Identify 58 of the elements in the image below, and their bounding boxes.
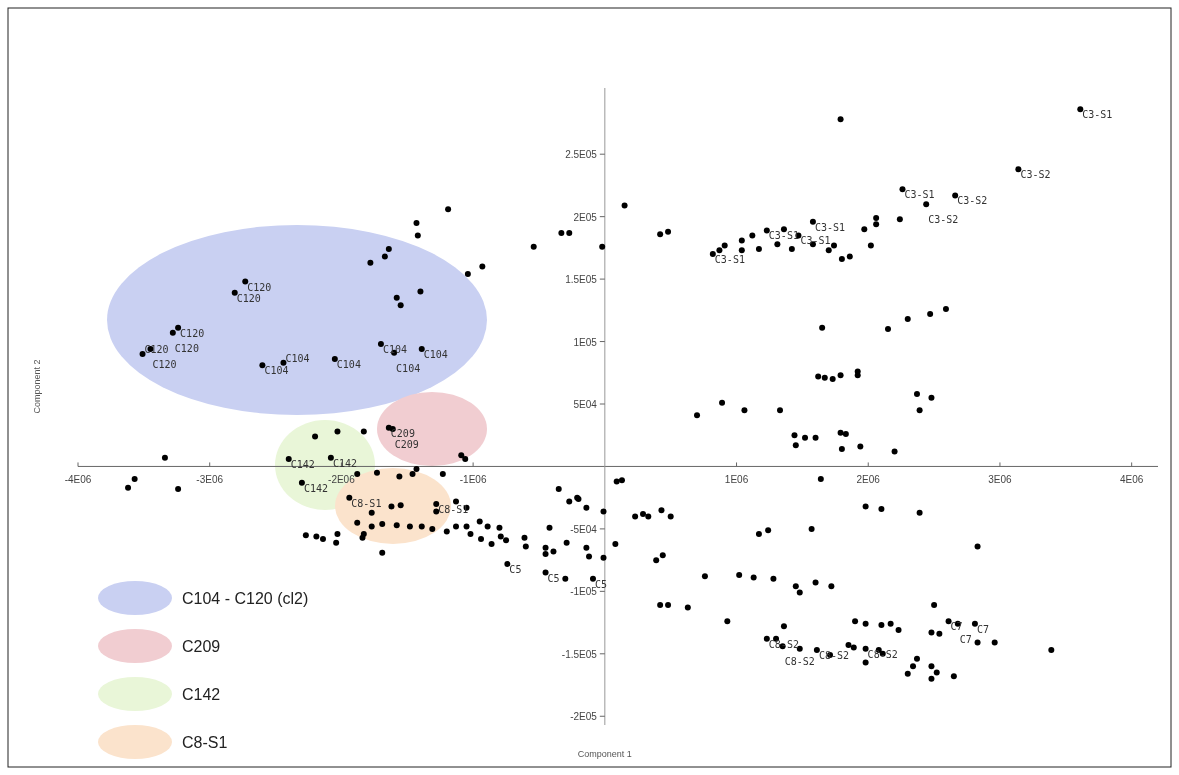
annotation: C3-S2 xyxy=(928,214,959,226)
annotation: C142 xyxy=(303,482,328,494)
annotation: C5 xyxy=(594,578,608,590)
x-tick-label: -1E06 xyxy=(459,474,487,486)
annotation: C7 xyxy=(950,621,963,633)
y-tick-label: -1.5E05 xyxy=(561,648,598,660)
annotation: C209 xyxy=(390,427,415,439)
x-tick-label: -2E06 xyxy=(328,474,356,486)
annotation: C3-S1 xyxy=(714,254,745,266)
annotation: C209 xyxy=(182,638,221,655)
annotation: C120 xyxy=(236,292,261,304)
annotation: C8-S2 xyxy=(867,648,898,660)
x-tick-label: 4E06 xyxy=(1119,474,1144,486)
annotation: C8-S2 xyxy=(784,656,815,668)
annotation: C3-S2 xyxy=(957,195,988,207)
annotation: C3-S2 xyxy=(1020,169,1051,181)
annotation: C120 xyxy=(152,359,177,371)
annotation: C104 xyxy=(264,365,289,377)
text: C8-S1 xyxy=(182,734,228,751)
y-axis-title: Component 2 xyxy=(32,359,42,414)
annotation: C8-S2 xyxy=(818,650,849,662)
annotation: C104 xyxy=(396,362,421,374)
annotation: C3-S1 xyxy=(904,189,935,201)
x-tick-label: -3E06 xyxy=(196,474,224,486)
y-tick-label: 1.5E05 xyxy=(565,274,598,286)
annotation: C120 xyxy=(247,281,272,293)
annotation: C5 xyxy=(547,572,560,584)
y-tick-label: 2E05 xyxy=(573,211,598,223)
annotation: C8-S1 xyxy=(351,497,382,509)
annotation: C7 xyxy=(959,633,972,645)
y-tick-label: -5E04 xyxy=(570,523,598,535)
annotation: C104 xyxy=(423,349,448,361)
annotation: C209 xyxy=(394,438,419,450)
y-tick-label: 2.5E05 xyxy=(565,149,598,161)
x-tick-label: 2E06 xyxy=(856,474,881,486)
y-tick-label: -2E05 xyxy=(570,711,598,723)
annotation: C8-S1 xyxy=(438,503,469,515)
annotation: C8-S2 xyxy=(768,638,799,650)
annotation: C3-S1 xyxy=(800,235,831,247)
annotation: C142 xyxy=(332,457,357,469)
annotation: C104 xyxy=(285,352,310,364)
annotation: C104 - C120 (cl2) xyxy=(182,590,309,607)
annotation: C120 xyxy=(180,327,205,339)
annotation: C3-S1 xyxy=(814,221,846,233)
x-tick-label: 1E06 xyxy=(724,474,749,486)
annotation: C104 xyxy=(336,359,361,371)
y-tick-label: 5E04 xyxy=(573,399,598,410)
y-tick-label: 1E05 xyxy=(573,336,598,348)
annotation: C120 xyxy=(174,342,199,354)
x-axis-title: Component 1 xyxy=(577,749,632,759)
annotation: C3-S1 xyxy=(1082,109,1113,121)
annotation: C7 xyxy=(976,623,989,635)
annotation: C120 xyxy=(144,344,169,356)
x-tick-label: 3E06 xyxy=(988,474,1013,486)
annotation: C5 xyxy=(509,563,522,575)
annotation: C104 xyxy=(382,344,408,356)
annotation: C142 xyxy=(182,686,221,703)
x-tick-label: -4E06 xyxy=(64,474,92,486)
